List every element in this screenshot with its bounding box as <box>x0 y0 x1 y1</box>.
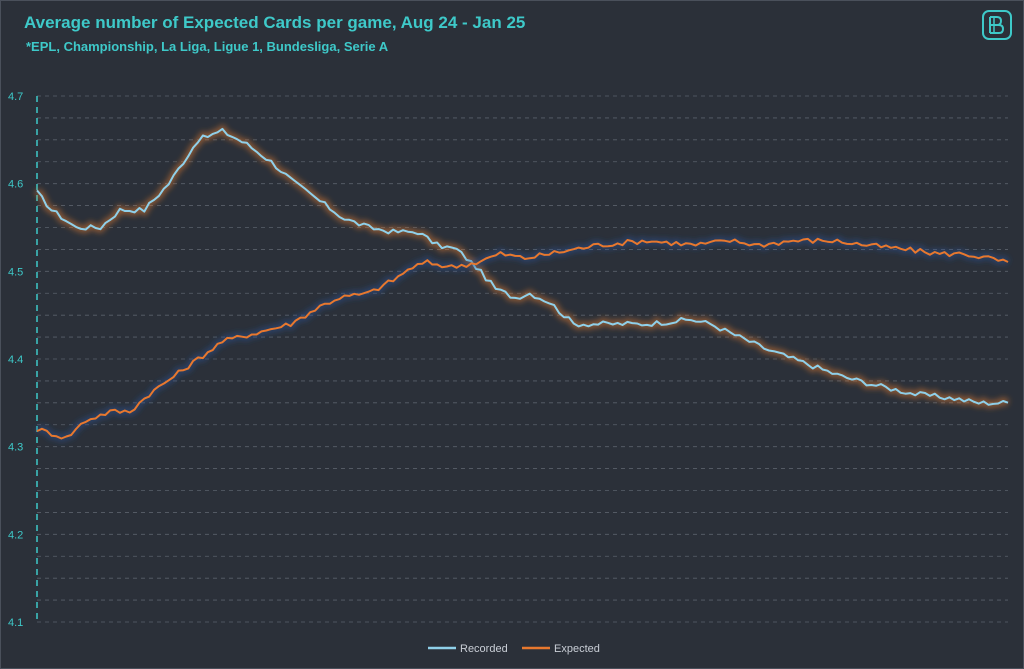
chart-subtitle: *EPL, Championship, La Liga, Ligue 1, Bu… <box>26 39 389 54</box>
grid-lines <box>37 95 1008 623</box>
series-expected-glow <box>35 234 1010 443</box>
y-tick-label: 4.2 <box>8 529 23 541</box>
y-tick-label: 4.1 <box>8 617 23 629</box>
y-tick-label: 4.6 <box>8 179 23 191</box>
y-tick-label: 4.4 <box>8 354 23 366</box>
y-tick-label: 4.5 <box>8 266 23 278</box>
chart-title: Average number of Expected Cards per gam… <box>24 13 526 32</box>
y-tick-label: 4.7 <box>8 91 23 103</box>
y-tick-label: 4.3 <box>8 442 23 454</box>
series-recorded-line <box>36 127 1009 406</box>
series-expected-line <box>36 237 1009 440</box>
legend-label-recorded: Recorded <box>460 643 508 655</box>
legend: Recorded Expected <box>428 643 600 655</box>
bd-logo-icon <box>982 10 1012 40</box>
series-layer <box>34 124 1010 443</box>
legend-label-expected: Expected <box>554 643 600 655</box>
y-axis-ticks: 4.7 4.6 4.5 4.4 4.3 4.2 4.1 <box>8 91 23 629</box>
series-recorded-glow <box>34 124 1010 409</box>
